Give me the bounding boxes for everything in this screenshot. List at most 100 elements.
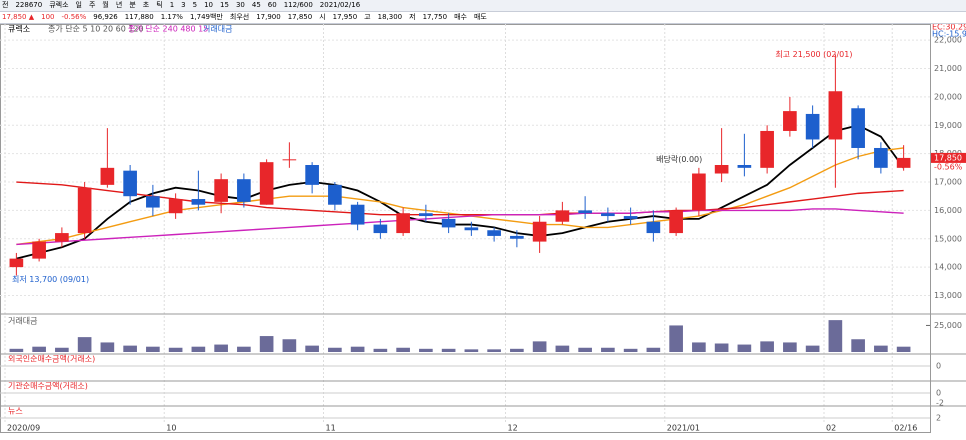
candle-body — [32, 241, 46, 259]
candle-body — [350, 204, 365, 225]
volume-bar — [373, 348, 388, 352]
y-tick-label: 0 — [936, 362, 941, 371]
indicator-value: EC:30.29 — [932, 24, 966, 32]
volume-bar — [896, 346, 911, 352]
volume-bar — [578, 347, 592, 352]
quote-bar: 17,850 ▲ 100 -0.56% 96,926 117,880 1.17% 1,749… — [0, 12, 966, 24]
volume-bar — [805, 345, 820, 352]
y-tick-label: 20,000 — [934, 92, 962, 101]
x-tick-label: 2020/09 — [7, 424, 40, 433]
candle-body — [805, 113, 820, 140]
volume-bar — [487, 349, 501, 352]
candle-body — [305, 165, 319, 185]
candle-body — [100, 167, 115, 185]
toolbar-item: 시 — [319, 13, 326, 21]
volume-bar — [350, 346, 365, 352]
toolbar-item[interactable]: 틱 — [156, 1, 163, 9]
candle-body — [441, 218, 456, 228]
toolbar-item[interactable]: 2021/02/16 — [319, 1, 361, 9]
volume-bar — [305, 345, 319, 352]
candle-body — [237, 179, 251, 202]
candle-body — [555, 210, 570, 222]
volume-bar — [601, 347, 615, 352]
toolbar-item: 1.17% — [160, 13, 183, 21]
x-tick-label: 02/16 — [894, 424, 917, 433]
y-tick-label: 0 — [936, 389, 941, 398]
ma-line — [16, 181, 904, 216]
candle-body — [601, 213, 615, 217]
toolbar-item[interactable]: 60 — [267, 1, 277, 9]
toolbar-item: 고 — [364, 13, 371, 21]
candle-body — [623, 216, 638, 219]
volume-bar — [396, 347, 410, 352]
volume-bar — [191, 346, 206, 352]
volume-bar — [555, 345, 570, 352]
volume-bar — [851, 339, 865, 352]
toolbar-item: 17,900 — [256, 13, 281, 21]
x-tick-label: 02 — [826, 424, 836, 433]
candle-body — [259, 162, 274, 205]
candle-body — [191, 199, 206, 205]
legend-entry: 큐렉소 — [8, 24, 30, 34]
volume-bar — [55, 347, 69, 352]
toolbar-item: 17,750 — [422, 13, 448, 21]
toolbar-item: 117,880 — [124, 13, 154, 21]
candle-body — [760, 130, 774, 168]
toolbar-item[interactable]: 5 — [192, 1, 198, 9]
volume-bar — [760, 341, 774, 352]
toolbar-item[interactable]: 112/600 — [283, 1, 313, 9]
candle-body — [737, 165, 752, 168]
legend-entry: 거래대금 — [203, 25, 232, 34]
plot-frame — [0, 24, 931, 433]
candle-body — [532, 221, 547, 242]
volume-bar — [146, 346, 160, 352]
candle-body — [55, 233, 69, 242]
toolbar-item[interactable]: 초 — [142, 1, 150, 9]
legend-entry: 종가 단순 240 480 15 — [128, 24, 208, 34]
toolbar-item[interactable]: 15 — [220, 1, 229, 9]
toolbar-item: 매도 — [473, 13, 487, 21]
toolbar: 전 228670 큐렉소 일 주 월 년 분 초 틱 1 3 5 10 15 30 45 60 112/600 202… — [0, 0, 966, 12]
candle-body — [168, 199, 183, 214]
volume-bar — [168, 347, 183, 352]
panel-title: 외국인순매수금액(거래소) — [8, 354, 95, 364]
toolbar-item[interactable]: 10 — [204, 1, 214, 9]
toolbar-item[interactable]: 30 — [235, 1, 245, 9]
volume-bar — [419, 348, 433, 352]
candle-body — [373, 224, 388, 234]
ma-line — [16, 124, 905, 260]
x-tick-label: 12 — [508, 424, 518, 433]
candle-body — [578, 210, 592, 214]
toolbar-item: 매수 — [454, 13, 467, 21]
toolbar-item[interactable]: 년 — [115, 1, 123, 9]
candle-body — [77, 187, 92, 234]
y-tick-label: 13,000 — [934, 291, 962, 300]
volume-bar — [9, 348, 24, 352]
toolbar-item[interactable]: 1 — [169, 1, 175, 9]
y-tick-label: 25,000 — [934, 321, 962, 330]
candle-body — [419, 213, 433, 217]
candle-body — [487, 230, 501, 236]
volume-bar — [737, 344, 752, 352]
toolbar-item[interactable]: 3 — [181, 1, 186, 9]
indicator-value: HC:-15.96 — [932, 30, 966, 39]
volume-bar — [441, 348, 456, 352]
volume-bar — [783, 342, 797, 352]
candle-body — [214, 179, 228, 202]
toolbar-item[interactable]: 분 — [129, 1, 136, 9]
toolbar-item[interactable]: 일 — [75, 1, 82, 9]
annotation: 최고 21,500 (02/01) — [775, 49, 852, 59]
toolbar-item[interactable]: 45 — [251, 1, 261, 9]
toolbar-item[interactable]: 주 — [88, 1, 96, 9]
legend-entry: 종가 단순 5 10 20 60 120 — [48, 24, 144, 34]
volume-bar — [123, 345, 137, 352]
candle-body — [851, 108, 865, 148]
candle-body — [282, 159, 297, 161]
volume-bar — [646, 347, 661, 352]
volume-bar — [237, 346, 251, 352]
x-tick-label: 10 — [166, 424, 176, 433]
toolbar-item[interactable]: 월 — [102, 1, 109, 9]
volume-bar — [692, 342, 706, 352]
volume-bar — [874, 345, 888, 352]
